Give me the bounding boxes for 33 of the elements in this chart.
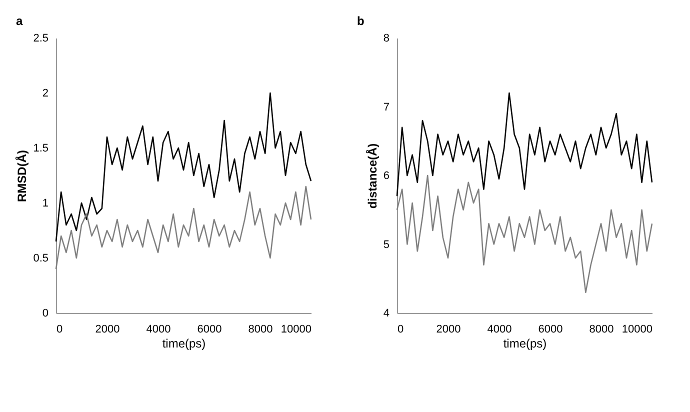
x-tick-label: 6000: [197, 324, 222, 336]
x-tick-label: 2000: [436, 324, 461, 336]
y-tick-label: 0.5: [33, 252, 48, 264]
x-tick-label: 0: [398, 324, 404, 336]
x-tick-label: 10000: [622, 324, 652, 336]
y-axis-title: distance(Å): [365, 143, 380, 209]
x-tick-label: 6000: [538, 324, 563, 336]
line-series: [55, 92, 312, 242]
x-tick-label: 2000: [95, 324, 120, 336]
chart-title: a: [16, 14, 23, 28]
x-tick-label: 4000: [146, 324, 171, 336]
x-tick-label: 10000: [280, 324, 312, 336]
y-tick-label: 4: [383, 308, 390, 320]
line-series: [396, 92, 653, 197]
x-tick-label: 8000: [589, 324, 614, 336]
y-tick-label: 0: [42, 308, 48, 320]
x-tick-label: 8000: [248, 324, 273, 336]
x-tick-label: 4000: [487, 324, 512, 336]
y-tick-label: 1.5: [33, 142, 48, 154]
y-tick-label: 6: [383, 170, 390, 182]
y-tick-label: 2.5: [33, 32, 48, 44]
y-tick-label: 8: [383, 32, 390, 44]
line-series: [396, 174, 653, 294]
line-series: [55, 186, 312, 270]
y-axis-title: RMSD(Å): [15, 150, 30, 202]
y-tick-label: 7: [383, 101, 390, 114]
chart-title: b: [357, 14, 364, 28]
x-axis-title: time(ps): [162, 336, 206, 350]
x-tick-label: 0: [56, 324, 63, 336]
y-tick-label: 1: [42, 198, 48, 210]
x-axis-title: time(ps): [503, 336, 547, 350]
y-tick-label: 2: [42, 88, 48, 100]
y-tick-label: 5: [383, 238, 390, 251]
